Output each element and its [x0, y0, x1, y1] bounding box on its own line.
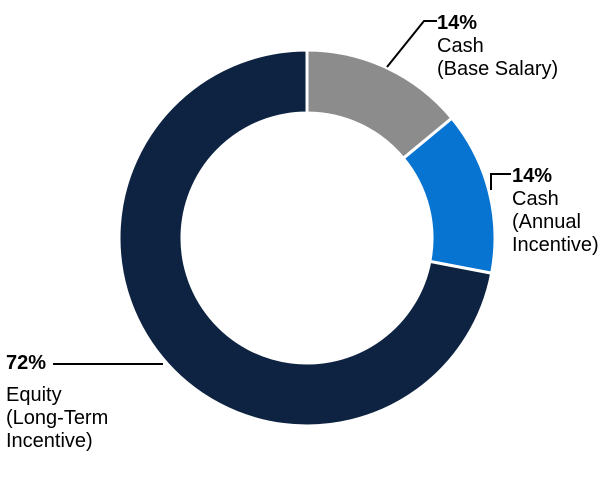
callout-cash-base-salary: 14% Cash (Base Salary) [437, 12, 558, 81]
callout-cash-base-salary-line-2: (Base Salary) [437, 58, 559, 80]
callout-cash-base-salary-line-1: Cash [437, 35, 484, 57]
donut-arcs [117, 48, 497, 428]
callout-cash-annual-incentive-line-3: Incentive) [512, 234, 599, 256]
leader-line-cash-annual-incentive [490, 173, 511, 190]
donut-segment-3 [117, 48, 494, 428]
callout-equity-pct: 72% [6, 352, 47, 374]
callout-cash-annual-incentive-line-1: Cash [512, 188, 559, 210]
callout-equity-line-3: Incentive) [6, 430, 93, 452]
callout-cash-base-salary-pct: 14% [437, 12, 478, 34]
callout-equity: 72% Equity (Long-Term Incentive) [6, 352, 108, 453]
callout-cash-annual-incentive-line-2: (Annual [512, 211, 581, 233]
callout-equity-line-1: Equity [6, 384, 62, 406]
callout-cash-annual-incentive: 14% Cash (Annual Incentive) [512, 165, 599, 257]
callout-equity-line-2: (Long-Term [6, 407, 109, 429]
callout-cash-annual-incentive-pct: 14% [512, 165, 553, 187]
leader-line-cash-base-salary [386, 20, 437, 68]
